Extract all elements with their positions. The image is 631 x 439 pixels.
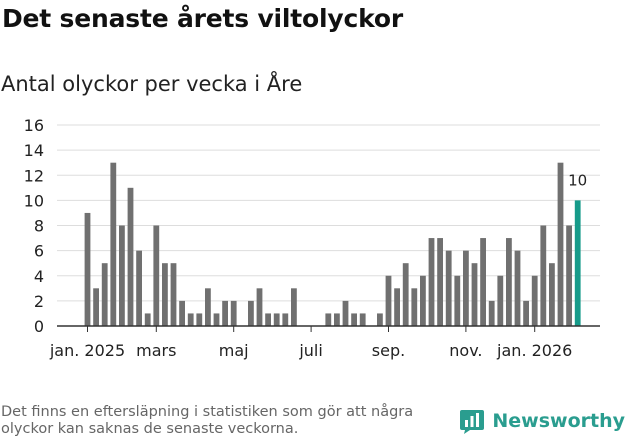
bar (93, 288, 99, 326)
bar (265, 313, 271, 326)
data-label: 10 (568, 171, 587, 189)
bar (187, 313, 194, 326)
brand-name: Newsworthy (492, 410, 625, 432)
bar (334, 313, 340, 326)
y-tick-label: 10 (24, 191, 44, 210)
y-tick-label: 12 (24, 166, 44, 185)
x-tick-label: jan. 2026 (496, 341, 572, 360)
bar (222, 300, 228, 326)
x-tick-label: maj (219, 341, 249, 360)
bar (437, 238, 443, 326)
bar (213, 313, 220, 326)
bar (531, 275, 538, 326)
bar (445, 250, 452, 326)
bar (144, 313, 151, 326)
bar (480, 238, 486, 326)
brand: Newsworthy (460, 408, 625, 434)
bar (291, 288, 297, 326)
bar (385, 275, 392, 326)
bar (377, 313, 383, 326)
y-tick-label: 4 (34, 267, 44, 286)
bar (463, 250, 469, 326)
y-tick-label: 8 (34, 217, 44, 236)
bar (454, 275, 461, 326)
highlighted-bar (574, 200, 581, 326)
footnote: Det finns en eftersläpning i statistiken… (1, 404, 414, 437)
bar (540, 225, 547, 326)
bar (342, 300, 349, 326)
x-tick-label: sep. (372, 341, 405, 360)
bar (127, 187, 134, 326)
y-tick-label: 0 (34, 317, 44, 336)
y-tick-label: 2 (34, 292, 44, 311)
bar (523, 300, 529, 326)
x-tick-label: mars (136, 341, 176, 360)
bar (205, 288, 211, 326)
x-tick-label: nov. (449, 341, 482, 360)
chart-subtitle: Antal olyckor per vecka i Åre (1, 72, 303, 96)
bar (402, 263, 409, 326)
bar (153, 225, 160, 326)
bar (110, 162, 117, 326)
bar (256, 288, 263, 326)
bar (471, 263, 478, 326)
bar (557, 162, 564, 326)
bar (549, 263, 555, 326)
newsworthy-logo-icon (460, 410, 485, 434)
bar (162, 263, 168, 326)
y-tick-label: 14 (24, 141, 44, 160)
bar (248, 300, 254, 326)
bar (359, 313, 366, 326)
bar (282, 313, 289, 326)
bar (506, 238, 512, 326)
bar (136, 250, 142, 326)
bar (566, 225, 572, 326)
bar (428, 238, 435, 326)
bar (488, 300, 495, 326)
y-tick-label: 16 (24, 116, 44, 135)
bar (170, 263, 177, 326)
bar (325, 313, 332, 326)
bar (411, 288, 418, 326)
x-tick-label: jan. 2025 (49, 341, 125, 360)
bar (514, 250, 521, 326)
bar (497, 275, 504, 326)
bar-chart: 0 2 4 6 8 10 12 14 16 10 jan. 2025 mars maj juli sep. n… (24, 116, 600, 360)
bar (273, 313, 280, 326)
bar (179, 300, 185, 326)
bar (394, 288, 400, 326)
bar (101, 263, 108, 326)
bar (351, 313, 357, 326)
bar (119, 225, 125, 326)
bar (196, 313, 203, 326)
chart-title: Det senaste årets viltolyckor (2, 4, 403, 33)
bar (230, 300, 237, 326)
bar (420, 275, 426, 326)
bar (84, 212, 91, 326)
x-tick-label: juli (298, 341, 322, 360)
y-tick-label: 6 (34, 242, 44, 261)
